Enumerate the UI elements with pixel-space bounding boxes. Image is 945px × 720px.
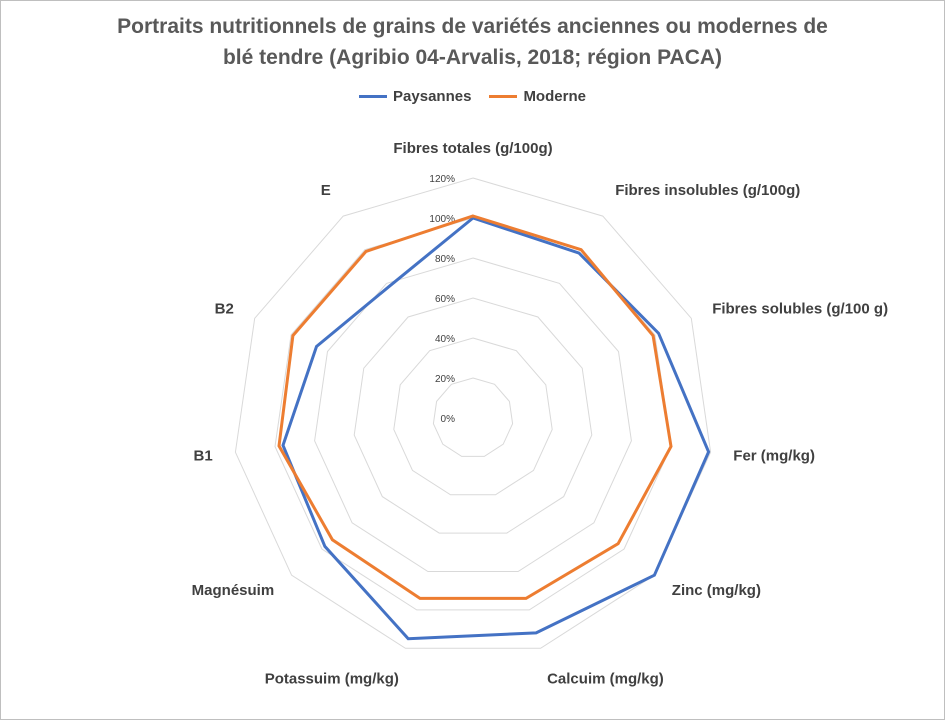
grid-ring <box>234 177 712 649</box>
grid-ring <box>393 337 553 496</box>
grid-ring <box>432 377 514 457</box>
tick-label: 20% <box>435 374 455 385</box>
tick-label: 40% <box>435 334 455 345</box>
series-line-paysannes <box>281 216 711 641</box>
axis-label: E <box>321 182 331 199</box>
series-line-moderne <box>277 214 673 600</box>
axis-label: Fibres solubles (g/100 g) <box>712 301 888 318</box>
tick-label: 60% <box>435 294 455 305</box>
legend-label-paysannes: Paysannes <box>393 88 472 105</box>
axis-label: Magnésuim <box>192 582 275 599</box>
tick-label: 0% <box>441 414 456 425</box>
grid-ring <box>274 217 672 611</box>
axis-label: Calcuim (mg/kg) <box>547 670 664 687</box>
legend-swatch-moderne <box>489 95 518 98</box>
tick-label: 80% <box>435 254 455 265</box>
chart-title-line-2: blé tendre (Agribio 04-Arvalis, 2018; ré… <box>222 46 723 69</box>
axis-label: Fer (mg/kg) <box>733 447 815 464</box>
axis-label: Zinc (mg/kg) <box>672 582 761 599</box>
legend-item-paysannes: Paysannes <box>359 88 471 105</box>
tick-label: 120% <box>429 174 455 185</box>
legend-item-moderne: Moderne <box>489 88 586 105</box>
chart-legend: Paysannes Moderne <box>1 88 944 105</box>
legend-label-moderne: Moderne <box>523 88 586 105</box>
axis-label: Fibres totales (g/100g) <box>393 140 552 157</box>
legend-swatch-paysannes <box>359 95 388 98</box>
axis-label: Potassuim (mg/kg) <box>265 670 399 687</box>
axis-label: Fibres insolubles (g/100g) <box>615 182 800 199</box>
grid-ring <box>353 297 593 534</box>
chart-title-line-1: Portraits nutritionnels de grains de var… <box>117 15 828 38</box>
axis-label: B2 <box>215 301 234 318</box>
chart-title: Portraits nutritionnels de grains de var… <box>1 11 944 73</box>
tick-label: 100% <box>429 214 455 225</box>
axis-label: B1 <box>194 447 213 464</box>
grid-ring <box>314 257 632 572</box>
